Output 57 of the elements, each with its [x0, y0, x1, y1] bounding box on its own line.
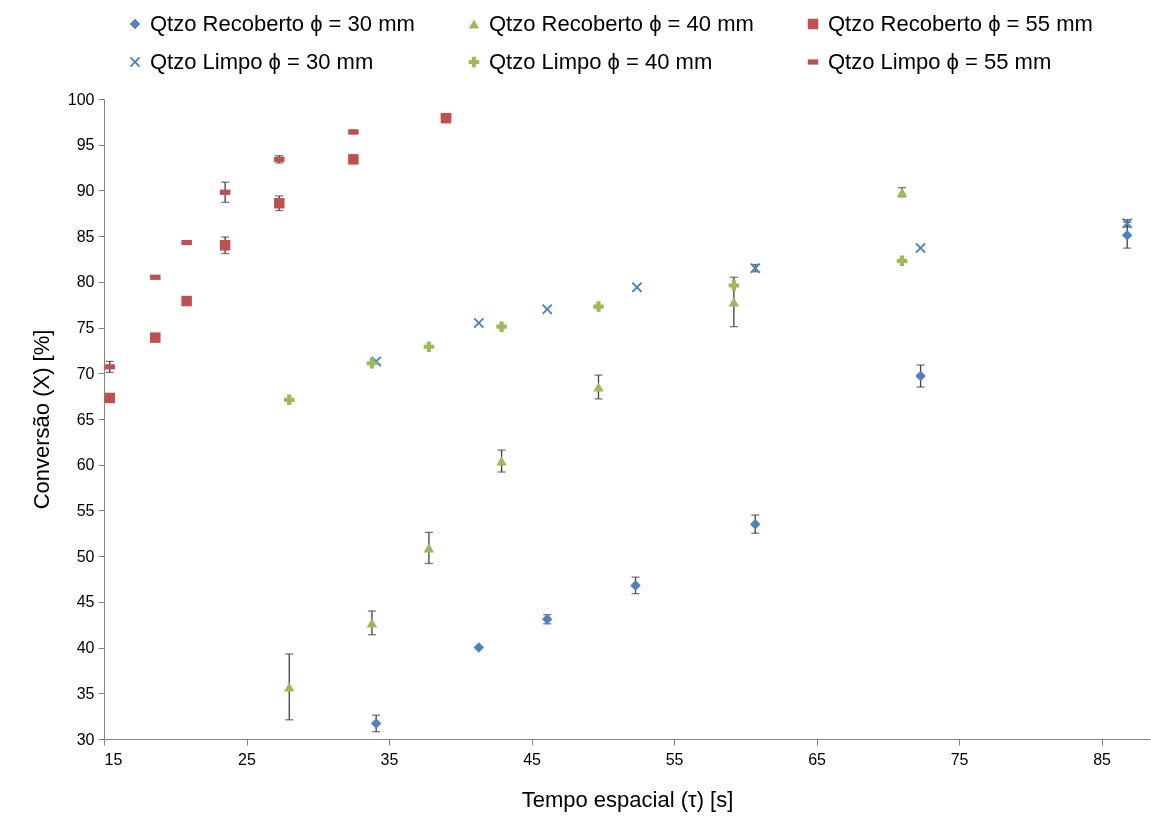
y-tick-label: 70: [76, 364, 95, 382]
y-tick-label: 85: [76, 227, 95, 245]
x-axis-title: Tempo espacial (τ) [s]: [521, 786, 734, 812]
y-tick-label: 30: [76, 730, 95, 748]
point: [1121, 229, 1133, 241]
y-tick-label: 40: [76, 639, 95, 657]
y-tick-label: 100: [67, 90, 95, 108]
y-tick-label: 90: [76, 181, 95, 199]
x-tick-label: 65: [808, 750, 827, 768]
point: [370, 718, 382, 729]
point: [473, 642, 485, 653]
x-tick-label: 75: [950, 750, 969, 768]
point: [348, 154, 359, 165]
point: [496, 321, 507, 332]
point: [541, 304, 553, 315]
legend-label: Qtzo Limpo ϕ = 40 mm: [489, 49, 713, 74]
point: [896, 255, 908, 267]
y-tick-label: 80: [76, 273, 95, 291]
y-tick-label: 35: [76, 684, 95, 702]
legend-label: Qtzo Limpo ϕ = 30 mm: [150, 49, 374, 74]
point: [728, 280, 740, 291]
y-tick-label: 75: [76, 319, 95, 337]
point: [423, 341, 435, 353]
y-tick-label: 55: [76, 501, 95, 519]
y-tick-label: 65: [76, 410, 95, 428]
y-tick-label: 45: [76, 593, 95, 611]
y-axis-title: Conversão (X) [%]: [28, 329, 54, 510]
legend-label: Qtzo Recoberto ϕ = 30 mm: [150, 11, 415, 36]
x-tick-label: 45: [523, 750, 542, 768]
y-tick-label: 95: [76, 136, 95, 154]
x-tick-label: 55: [665, 750, 684, 768]
point: [728, 297, 740, 307]
x-tick-label: 35: [380, 750, 399, 768]
point: [593, 301, 604, 312]
point: [104, 392, 115, 404]
point: [473, 317, 485, 329]
y-tick-label: 60: [76, 456, 95, 474]
x-tick-label: 15: [104, 750, 123, 768]
point: [423, 543, 435, 553]
x-tick-label: 25: [238, 750, 257, 768]
point: [274, 197, 285, 209]
point: [284, 394, 295, 406]
point: [150, 332, 161, 343]
y-tick-label: 50: [76, 547, 95, 565]
point: [630, 580, 641, 591]
point: [366, 618, 378, 628]
point: [496, 456, 507, 466]
point: [366, 357, 378, 369]
point: [181, 295, 192, 307]
point: [219, 240, 231, 251]
x-tick-label: 85: [1093, 750, 1112, 768]
legend-label: Qtzo Recoberto ϕ = 40 mm: [489, 11, 754, 36]
legend-label: Qtzo Recoberto ϕ = 55 mm: [828, 11, 1093, 36]
legend-label: Qtzo Limpo ϕ = 55 mm: [828, 49, 1052, 74]
point: [593, 382, 604, 392]
point: [915, 370, 926, 382]
point: [750, 518, 761, 530]
